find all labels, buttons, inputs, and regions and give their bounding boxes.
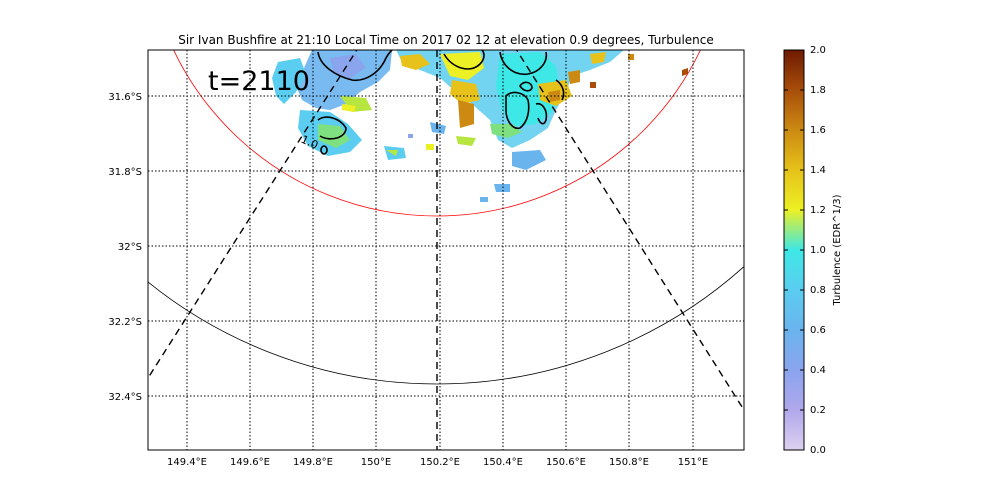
contour-line [320,145,328,155]
echo-region [456,136,476,146]
contour-line [505,91,530,130]
lon-label: 150.2°E [420,457,460,468]
lat-label: 32.4°S [108,392,142,403]
lon-label: 149.6°E [230,457,270,468]
echo-region [458,100,474,128]
colorbar-tick-label: 1.0 [810,245,826,256]
contour-line [317,116,347,140]
echo-region [400,54,430,70]
lon-label: 150.8°E [609,457,649,468]
contour-line [317,50,393,82]
colorbar-tick-label: 0.4 [810,365,826,376]
echo-region [408,134,413,138]
colorbar-tick-label: 0.6 [810,325,826,336]
echo-region [330,54,366,78]
figure-title: Sir Ivan Bushfire at 21:10 Local Time on… [178,33,714,47]
colorbar-tick-label: 1.4 [810,165,826,176]
lat-label: 32.2°S [108,317,142,328]
longitude-labels: 149.4°E 149.6°E 149.8°E 150°E 150.2°E 15… [167,457,708,468]
colorbar-tick-label: 0.8 [810,285,826,296]
contour-line [443,50,485,70]
latitude-labels: 31.6°S 31.8°S 32°S 32.2°S 32.4°S [108,92,142,403]
lon-label: 151°E [678,457,708,468]
echo-region [480,197,488,202]
colorbar-tick-label: 1.2 [810,205,826,216]
echo-region [440,52,484,80]
colorbar-ticks [784,89,804,411]
contour-line [555,79,565,101]
turbulence-contours [317,50,565,155]
lon-label: 149.4°E [167,457,207,468]
echo-region [590,52,606,64]
time-stamp: t=2110 [208,66,310,97]
colorbar-tick-label: 1.6 [810,125,826,136]
lat-label: 31.8°S [108,167,142,178]
map-area: 1.0 t=2110 [148,50,744,450]
echo-region [340,96,372,112]
echo-region [682,68,688,76]
echo-region [386,150,398,156]
echo-region [272,58,306,104]
colorbar-tick-labels: 0.0 0.2 0.4 0.6 0.8 1.0 1.2 1.4 1.6 1.8 … [810,45,826,456]
echo-region [590,82,596,88]
colorbar-tick-label: 0.2 [810,405,826,416]
echo-region [494,184,510,192]
lon-label: 150.4°E [483,457,523,468]
contour-line [519,81,533,92]
colorbar-tick-label: 0.0 [810,445,826,456]
lat-label: 31.6°S [108,92,142,103]
map-frame [147,49,745,451]
echo-region [450,80,480,104]
lon-label: 149.8°E [293,457,333,468]
contour-line [535,102,548,125]
sector-line-left [148,50,358,379]
echo-region [430,122,446,134]
colorbar-tick-label: 1.8 [810,85,826,96]
range-ring-inner [173,50,701,217]
lon-label: 150.6°E [546,457,586,468]
colorbar-tick-label: 2.0 [810,45,826,56]
echo-region [568,70,580,84]
sector-lines [148,50,744,450]
echo-region [426,144,434,150]
colorbar-label: Turbulence (EDR^1/3) [832,194,843,306]
range-ring-outer [148,265,744,385]
lat-label: 32°S [118,242,142,253]
echo-region [512,150,546,170]
colorbar: 0.0 0.2 0.4 0.6 0.8 1.0 1.2 1.4 1.6 1.8 … [783,45,843,456]
echo-region [296,50,392,110]
contour-line [499,51,548,76]
graticule [148,50,744,450]
lon-label: 150°E [361,457,391,468]
echo-region [342,104,356,112]
echo-region [318,124,350,148]
